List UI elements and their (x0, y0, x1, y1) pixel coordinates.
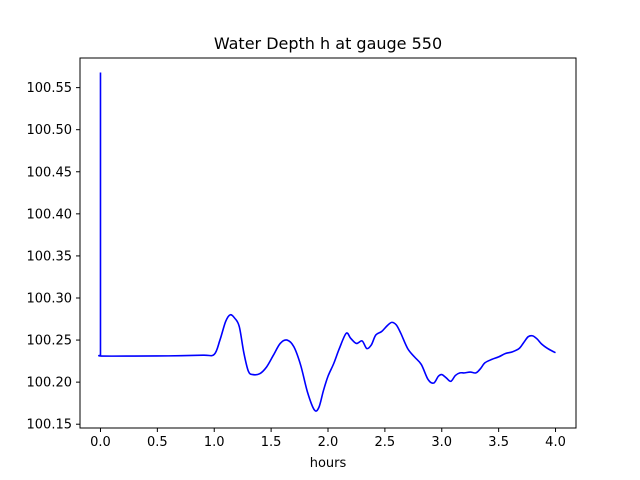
chart-title: Water Depth h at gauge 550 (214, 34, 442, 53)
y-tick-label: 100.25 (27, 334, 73, 349)
x-tick-label: 2.5 (375, 435, 396, 450)
x-tick-label: 3.5 (488, 435, 509, 450)
y-axis: 100.15 100.20 100.25 100.30 100.35 100.40 100.… (27, 81, 80, 433)
y-tick-label: 100.30 (27, 291, 73, 306)
y-tick-label: 100.50 (27, 123, 73, 138)
plot-frame (79, 57, 577, 429)
x-tick-label: 0.0 (90, 435, 111, 450)
x-tick-label: 2.0 (318, 435, 339, 450)
y-tick-label: 100.40 (27, 207, 73, 222)
y-tick-label: 100.55 (27, 81, 73, 96)
x-axis: 0.0 0.5 1.0 1.5 2.0 2.5 3.0 3.5 4.0 (90, 428, 566, 450)
y-tick-label: 100.45 (27, 165, 73, 180)
x-tick-label: 4.0 (545, 435, 566, 450)
x-axis-label: hours (310, 456, 347, 471)
y-tick-label: 100.20 (27, 376, 73, 391)
y-tick-label: 100.15 (27, 418, 73, 433)
x-tick-label: 1.5 (261, 435, 282, 450)
x-tick-label: 3.0 (431, 435, 452, 450)
series-line (98, 72, 556, 412)
x-tick-label: 1.0 (204, 435, 225, 450)
y-tick-label: 100.35 (27, 249, 73, 264)
x-tick-label: 0.5 (147, 435, 168, 450)
